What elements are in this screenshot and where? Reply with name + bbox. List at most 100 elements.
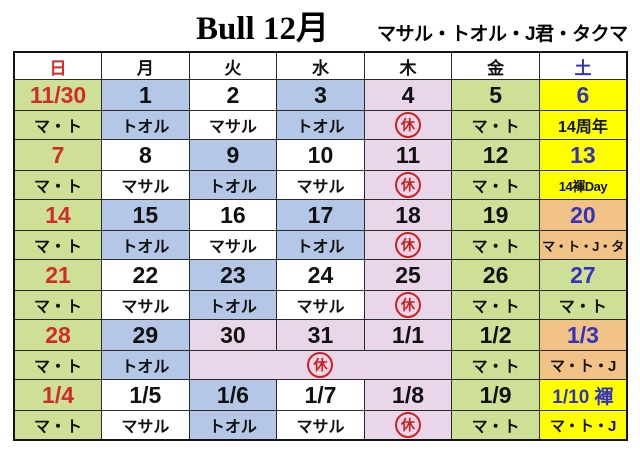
- rest-stamp-icon: 休: [395, 412, 422, 438]
- staff-cell: マ・ト: [538, 290, 628, 320]
- staff-cell: マ・ト・J: [538, 410, 628, 441]
- date-cell: 31: [276, 319, 365, 351]
- staff-cell: マサル: [188, 230, 278, 260]
- date-cell: 22: [101, 259, 190, 291]
- staff-cell: マ・ト: [451, 170, 540, 200]
- staff-cell: マ・ト: [13, 350, 103, 380]
- staff-cell: マ・ト・J: [538, 350, 628, 380]
- rest-stamp-icon: 休: [307, 352, 334, 378]
- weekday-header: 水: [276, 51, 365, 80]
- date-cell: 24: [276, 259, 365, 291]
- date-cell: 7: [13, 139, 103, 171]
- date-cell: 12: [451, 139, 540, 171]
- staff-cell: トオル: [276, 230, 365, 260]
- staff-row: マ・ト トオル マサル トオル休マ・ト マ・ト・J・タ: [13, 230, 628, 260]
- date-cell: 20: [538, 199, 628, 231]
- staff-cell: マサル: [276, 170, 365, 200]
- weekday-header: 火: [188, 51, 278, 80]
- staff-cell: トオル: [188, 410, 278, 441]
- staff-row: マ・ト トオル マサル トオル休マ・ト 14周年: [13, 110, 628, 140]
- staff-cell: マ・ト: [451, 290, 540, 320]
- date-cell: 8: [101, 139, 190, 171]
- date-cell: 1: [101, 79, 190, 111]
- date-cell: 1/8: [363, 379, 453, 411]
- staff-cell: トオル: [101, 350, 190, 380]
- date-cell: 1/6: [188, 379, 278, 411]
- weekday-header: 土: [538, 51, 628, 80]
- date-cell: 30: [188, 319, 278, 351]
- date-row: 21 22 23 24 25 26 27: [13, 259, 628, 291]
- date-cell: 6: [538, 79, 628, 111]
- staff-cell: トオル: [101, 230, 190, 260]
- staff-row: マ・ト トオル休マ・ト マ・ト・J: [13, 350, 628, 380]
- date-cell: 17: [276, 199, 365, 231]
- date-cell: 1/4: [13, 379, 103, 411]
- date-row: 28 29 30 31 1/1 1/2 1/3: [13, 319, 628, 351]
- staff-cell: マ・ト: [13, 290, 103, 320]
- rest-stamp-icon: 休: [395, 112, 422, 138]
- staff-row: マ・ト マサル トオル マサル休マ・ト マ・ト・J: [13, 410, 628, 441]
- staff-cell: マ・ト: [451, 350, 540, 380]
- date-cell: 25: [363, 259, 453, 291]
- weekday-header: 金: [451, 51, 540, 80]
- date-cell: 15: [101, 199, 190, 231]
- date-cell: 4: [363, 79, 453, 111]
- date-row: 1/4 1/5 1/6 1/7 1/8 1/9 1/10 褌: [13, 379, 628, 411]
- staff-row: マ・ト マサル トオル マサル休マ・ト 14褌Day: [13, 170, 628, 200]
- staff-cell: マ・ト: [451, 410, 540, 441]
- staff-cell: トオル: [188, 170, 278, 200]
- staff-cell: マ・ト: [13, 230, 103, 260]
- date-cell: 1/10 褌: [538, 379, 628, 411]
- rest-stamp-icon: 休: [395, 172, 422, 198]
- date-cell: 10: [276, 139, 365, 171]
- date-cell: 1/5: [101, 379, 190, 411]
- staff-cell: マサル: [101, 290, 190, 320]
- staff-cell: トオル: [276, 110, 365, 140]
- date-cell: 14: [13, 199, 103, 231]
- staff-cell: マ・ト・J・タ: [538, 230, 628, 260]
- date-cell: 1/1: [363, 319, 453, 351]
- staff-cell: マ・ト: [451, 230, 540, 260]
- staff-cell: マサル: [188, 110, 278, 140]
- date-cell: 13: [538, 139, 628, 171]
- rest-stamp-icon: 休: [395, 292, 422, 318]
- staff-cell: マサル: [101, 410, 190, 441]
- rest-day-cell: 休: [363, 230, 453, 260]
- staff-cell: マ・ト: [13, 410, 103, 441]
- rest-stamp-icon: 休: [395, 232, 422, 258]
- rest-day-cell: 休: [188, 350, 453, 380]
- staff-cell: マサル: [276, 410, 365, 441]
- date-row: 7 8 9 10 11 12 13: [13, 139, 628, 171]
- page-title: Bull 12月: [196, 11, 329, 47]
- rest-day-cell: 休: [363, 290, 453, 320]
- staff-cell: マ・ト: [13, 170, 103, 200]
- date-cell: 28: [13, 319, 103, 351]
- date-cell: 23: [188, 259, 278, 291]
- date-cell: 1/2: [451, 319, 540, 351]
- date-cell: 1/9: [451, 379, 540, 411]
- weekday-header: 日: [13, 51, 103, 80]
- staff-row: マ・ト マサル トオル マサル休マ・ト マ・ト: [13, 290, 628, 320]
- date-cell: 18: [363, 199, 453, 231]
- staff-cell: トオル: [101, 110, 190, 140]
- staff-cell: 14褌Day: [538, 170, 628, 200]
- weekday-header-row: 日月火水木金土: [13, 51, 628, 80]
- staff-cell: トオル: [188, 290, 278, 320]
- date-cell: 16: [188, 199, 278, 231]
- weekday-header: 月: [101, 51, 190, 80]
- staff-cell: 14周年: [538, 110, 628, 140]
- date-cell: 21: [13, 259, 103, 291]
- date-cell: 2: [188, 79, 278, 111]
- date-cell: 9: [188, 139, 278, 171]
- weekday-header: 木: [363, 51, 453, 80]
- date-cell: 26: [451, 259, 540, 291]
- rest-day-cell: 休: [363, 410, 453, 441]
- rest-day-cell: 休: [363, 170, 453, 200]
- staff-cell: マ・ト: [451, 110, 540, 140]
- date-row: 14 15 16 17 18 19 20: [13, 199, 628, 231]
- date-cell: 3: [276, 79, 365, 111]
- date-cell: 27: [538, 259, 628, 291]
- date-row: 11/30 1 2 3 4 5 6: [13, 79, 628, 111]
- rest-day-cell: 休: [363, 110, 453, 140]
